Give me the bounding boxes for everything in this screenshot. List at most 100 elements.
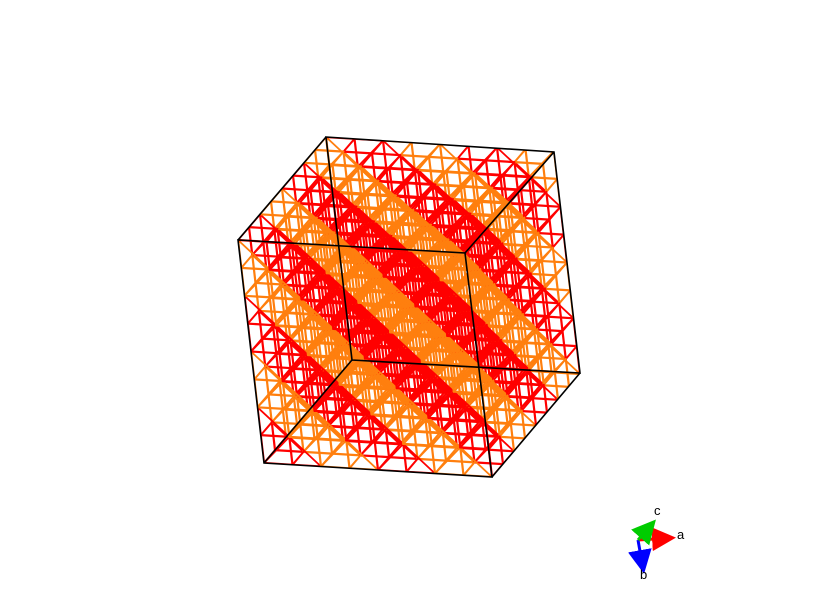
lattice-bond bbox=[432, 335, 445, 351]
lattice-bond bbox=[348, 178, 380, 182]
lattice-bond bbox=[286, 311, 317, 316]
lattice-bond bbox=[541, 162, 548, 193]
lattice-bond bbox=[249, 350, 281, 355]
lattice-bond bbox=[503, 353, 517, 369]
lattice-bond bbox=[336, 259, 368, 264]
lattice-bond bbox=[382, 249, 410, 278]
lattice-bond bbox=[268, 268, 275, 299]
lattice-bond bbox=[428, 335, 442, 351]
lattice-bond bbox=[297, 270, 328, 275]
lattice-bond bbox=[395, 361, 423, 390]
lattice-bond bbox=[287, 202, 301, 217]
lattice-bond bbox=[322, 244, 328, 275]
lattice-bond bbox=[430, 210, 443, 226]
lattice-bond bbox=[446, 308, 474, 337]
lattice-bond bbox=[530, 203, 562, 208]
lattice-bond bbox=[395, 181, 408, 197]
lattice-bond bbox=[405, 181, 437, 186]
lattice-bond bbox=[515, 272, 529, 288]
lattice-bond bbox=[371, 139, 384, 155]
lattice-bond bbox=[439, 294, 453, 310]
lattice-bond bbox=[276, 215, 290, 230]
lattice-bond bbox=[454, 309, 467, 325]
lattice-bond bbox=[268, 284, 282, 299]
lattice-bond bbox=[528, 396, 560, 401]
lattice-bond bbox=[488, 351, 495, 382]
lattice-bond bbox=[344, 205, 358, 221]
lattice-bond bbox=[523, 244, 554, 249]
lattice-bond bbox=[309, 189, 341, 194]
lattice-bond bbox=[259, 434, 291, 438]
lattice-bond bbox=[500, 354, 513, 369]
lattice-bond bbox=[465, 240, 478, 255]
lattice-bond bbox=[411, 264, 425, 280]
lattice-bond bbox=[395, 402, 409, 418]
lattice-bond bbox=[341, 206, 355, 221]
lattice-bond bbox=[447, 225, 461, 241]
lattice-bond bbox=[309, 176, 323, 192]
lattice-bond bbox=[509, 422, 516, 453]
lattice-bond bbox=[482, 324, 514, 328]
lattice-bond bbox=[526, 244, 532, 275]
lattice-bond bbox=[330, 452, 362, 457]
lattice-bond bbox=[279, 255, 311, 260]
lattice-bond bbox=[320, 439, 348, 468]
lattice-bond bbox=[455, 418, 487, 423]
axis-a-label: a bbox=[677, 527, 685, 542]
lattice-bond bbox=[447, 253, 461, 269]
lattice-bond bbox=[504, 270, 510, 301]
lattice-bond bbox=[493, 298, 507, 314]
lattice-bond bbox=[313, 425, 327, 440]
lattice-bond bbox=[497, 242, 529, 247]
lattice-bond bbox=[493, 311, 525, 316]
lattice-bond bbox=[261, 324, 274, 340]
lattice-bond bbox=[377, 195, 391, 211]
lattice-bond bbox=[300, 298, 306, 329]
lattice-bond bbox=[514, 340, 528, 356]
lattice-bond bbox=[553, 358, 567, 373]
lattice-bond bbox=[478, 379, 491, 395]
lattice-bond bbox=[479, 296, 510, 301]
lattice-bond bbox=[431, 348, 463, 352]
lattice-bond bbox=[395, 387, 430, 419]
lattice-bond bbox=[536, 327, 542, 358]
lattice-bond bbox=[474, 364, 506, 369]
lattice-bond bbox=[367, 372, 381, 388]
lattice-bond bbox=[361, 233, 393, 237]
unit-cell-edge bbox=[237, 136, 327, 241]
lattice-bond bbox=[320, 176, 352, 181]
lattice-bond bbox=[506, 422, 538, 427]
lattice-bond bbox=[247, 226, 279, 230]
lattice-bond bbox=[306, 353, 313, 384]
lattice-bond bbox=[468, 309, 499, 313]
lattice-bond bbox=[440, 210, 472, 215]
lattice-bond bbox=[532, 300, 539, 331]
lattice-bond bbox=[516, 176, 530, 191]
lattice-bond bbox=[281, 395, 295, 411]
lattice-bond bbox=[496, 298, 510, 313]
lattice-bond bbox=[281, 380, 313, 384]
lattice-bond bbox=[493, 270, 507, 285]
lattice-bond bbox=[240, 254, 254, 269]
lattice-bond bbox=[355, 205, 387, 210]
lattice-bond bbox=[537, 259, 569, 264]
lattice-bond bbox=[536, 343, 550, 359]
lattice-bond bbox=[365, 260, 396, 265]
lattice-bond bbox=[509, 409, 523, 425]
lattice-bond bbox=[449, 362, 481, 367]
lattice-bond bbox=[368, 276, 382, 291]
lattice-bond bbox=[297, 270, 303, 301]
lattice-bond bbox=[284, 202, 298, 218]
lattice-bond bbox=[495, 435, 527, 440]
lattice-bond bbox=[299, 422, 330, 427]
lattice-bond bbox=[314, 313, 346, 318]
lattice-bond bbox=[523, 231, 537, 247]
lattice-bond bbox=[343, 314, 374, 319]
lattice-bond bbox=[558, 289, 572, 305]
lattice-bond bbox=[461, 253, 493, 258]
lattice-bond bbox=[406, 361, 420, 377]
lattice-bond bbox=[478, 351, 491, 367]
axis-b-arrow bbox=[628, 539, 652, 574]
lattice-bond bbox=[485, 310, 499, 326]
